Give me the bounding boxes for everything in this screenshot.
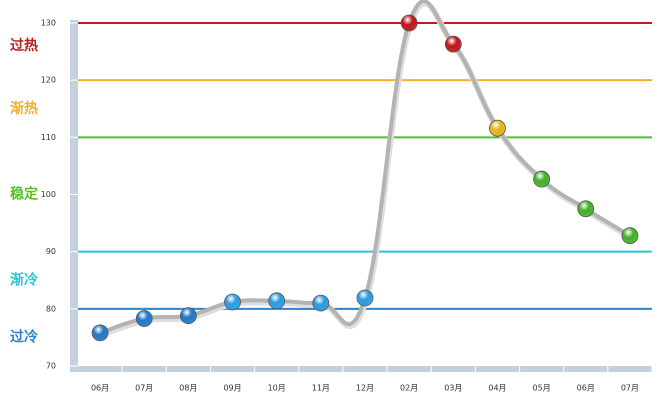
zone-label: 渐冷 bbox=[10, 271, 38, 288]
zone-label: 渐热 bbox=[10, 100, 38, 117]
point bbox=[179, 307, 197, 325]
x-tick-label: 05月 bbox=[533, 384, 551, 393]
point bbox=[356, 289, 374, 307]
x-tick-label: 11月 bbox=[312, 384, 330, 393]
y-tick-label: 120 bbox=[41, 76, 56, 85]
y-tick-label: 70 bbox=[46, 362, 56, 371]
zone-label: 稳定 bbox=[10, 186, 38, 203]
line bbox=[99, 0, 631, 335]
y-tick-label: 110 bbox=[41, 133, 56, 142]
x-tick-label: 02月 bbox=[400, 384, 418, 393]
x-tick-label: 06月 bbox=[91, 384, 109, 393]
x-axis-bar bbox=[70, 366, 652, 372]
x-tick-label: 03月 bbox=[444, 384, 462, 393]
x-tick-label: 08月 bbox=[179, 384, 197, 393]
zone-label: 过冷 bbox=[10, 328, 38, 345]
x-tick-label: 04月 bbox=[488, 384, 506, 393]
x-tick-label: 07月 bbox=[621, 384, 639, 393]
zone-label: 过热 bbox=[10, 37, 38, 54]
point bbox=[621, 227, 639, 245]
line-shadow bbox=[100, 0, 633, 338]
point bbox=[135, 310, 153, 327]
y-tick-label: 90 bbox=[46, 247, 56, 256]
x-tick-label: 12月 bbox=[356, 384, 374, 393]
point bbox=[224, 293, 241, 311]
x-tick-label: 09月 bbox=[223, 384, 241, 393]
point bbox=[268, 292, 286, 310]
point bbox=[489, 119, 506, 137]
x-tick-label: 10月 bbox=[268, 384, 286, 393]
point bbox=[533, 170, 551, 188]
y-tick-label: 100 bbox=[41, 190, 56, 199]
point bbox=[444, 35, 462, 53]
x-tick-label: 07月 bbox=[135, 384, 153, 393]
y-tick-label: 80 bbox=[46, 304, 56, 313]
point bbox=[577, 200, 595, 218]
x-tick-label: 06月 bbox=[577, 384, 595, 393]
y-axis-bar bbox=[70, 20, 78, 372]
y-tick-label: 130 bbox=[41, 19, 56, 28]
point bbox=[400, 14, 418, 32]
point bbox=[91, 324, 109, 342]
point bbox=[312, 294, 330, 312]
